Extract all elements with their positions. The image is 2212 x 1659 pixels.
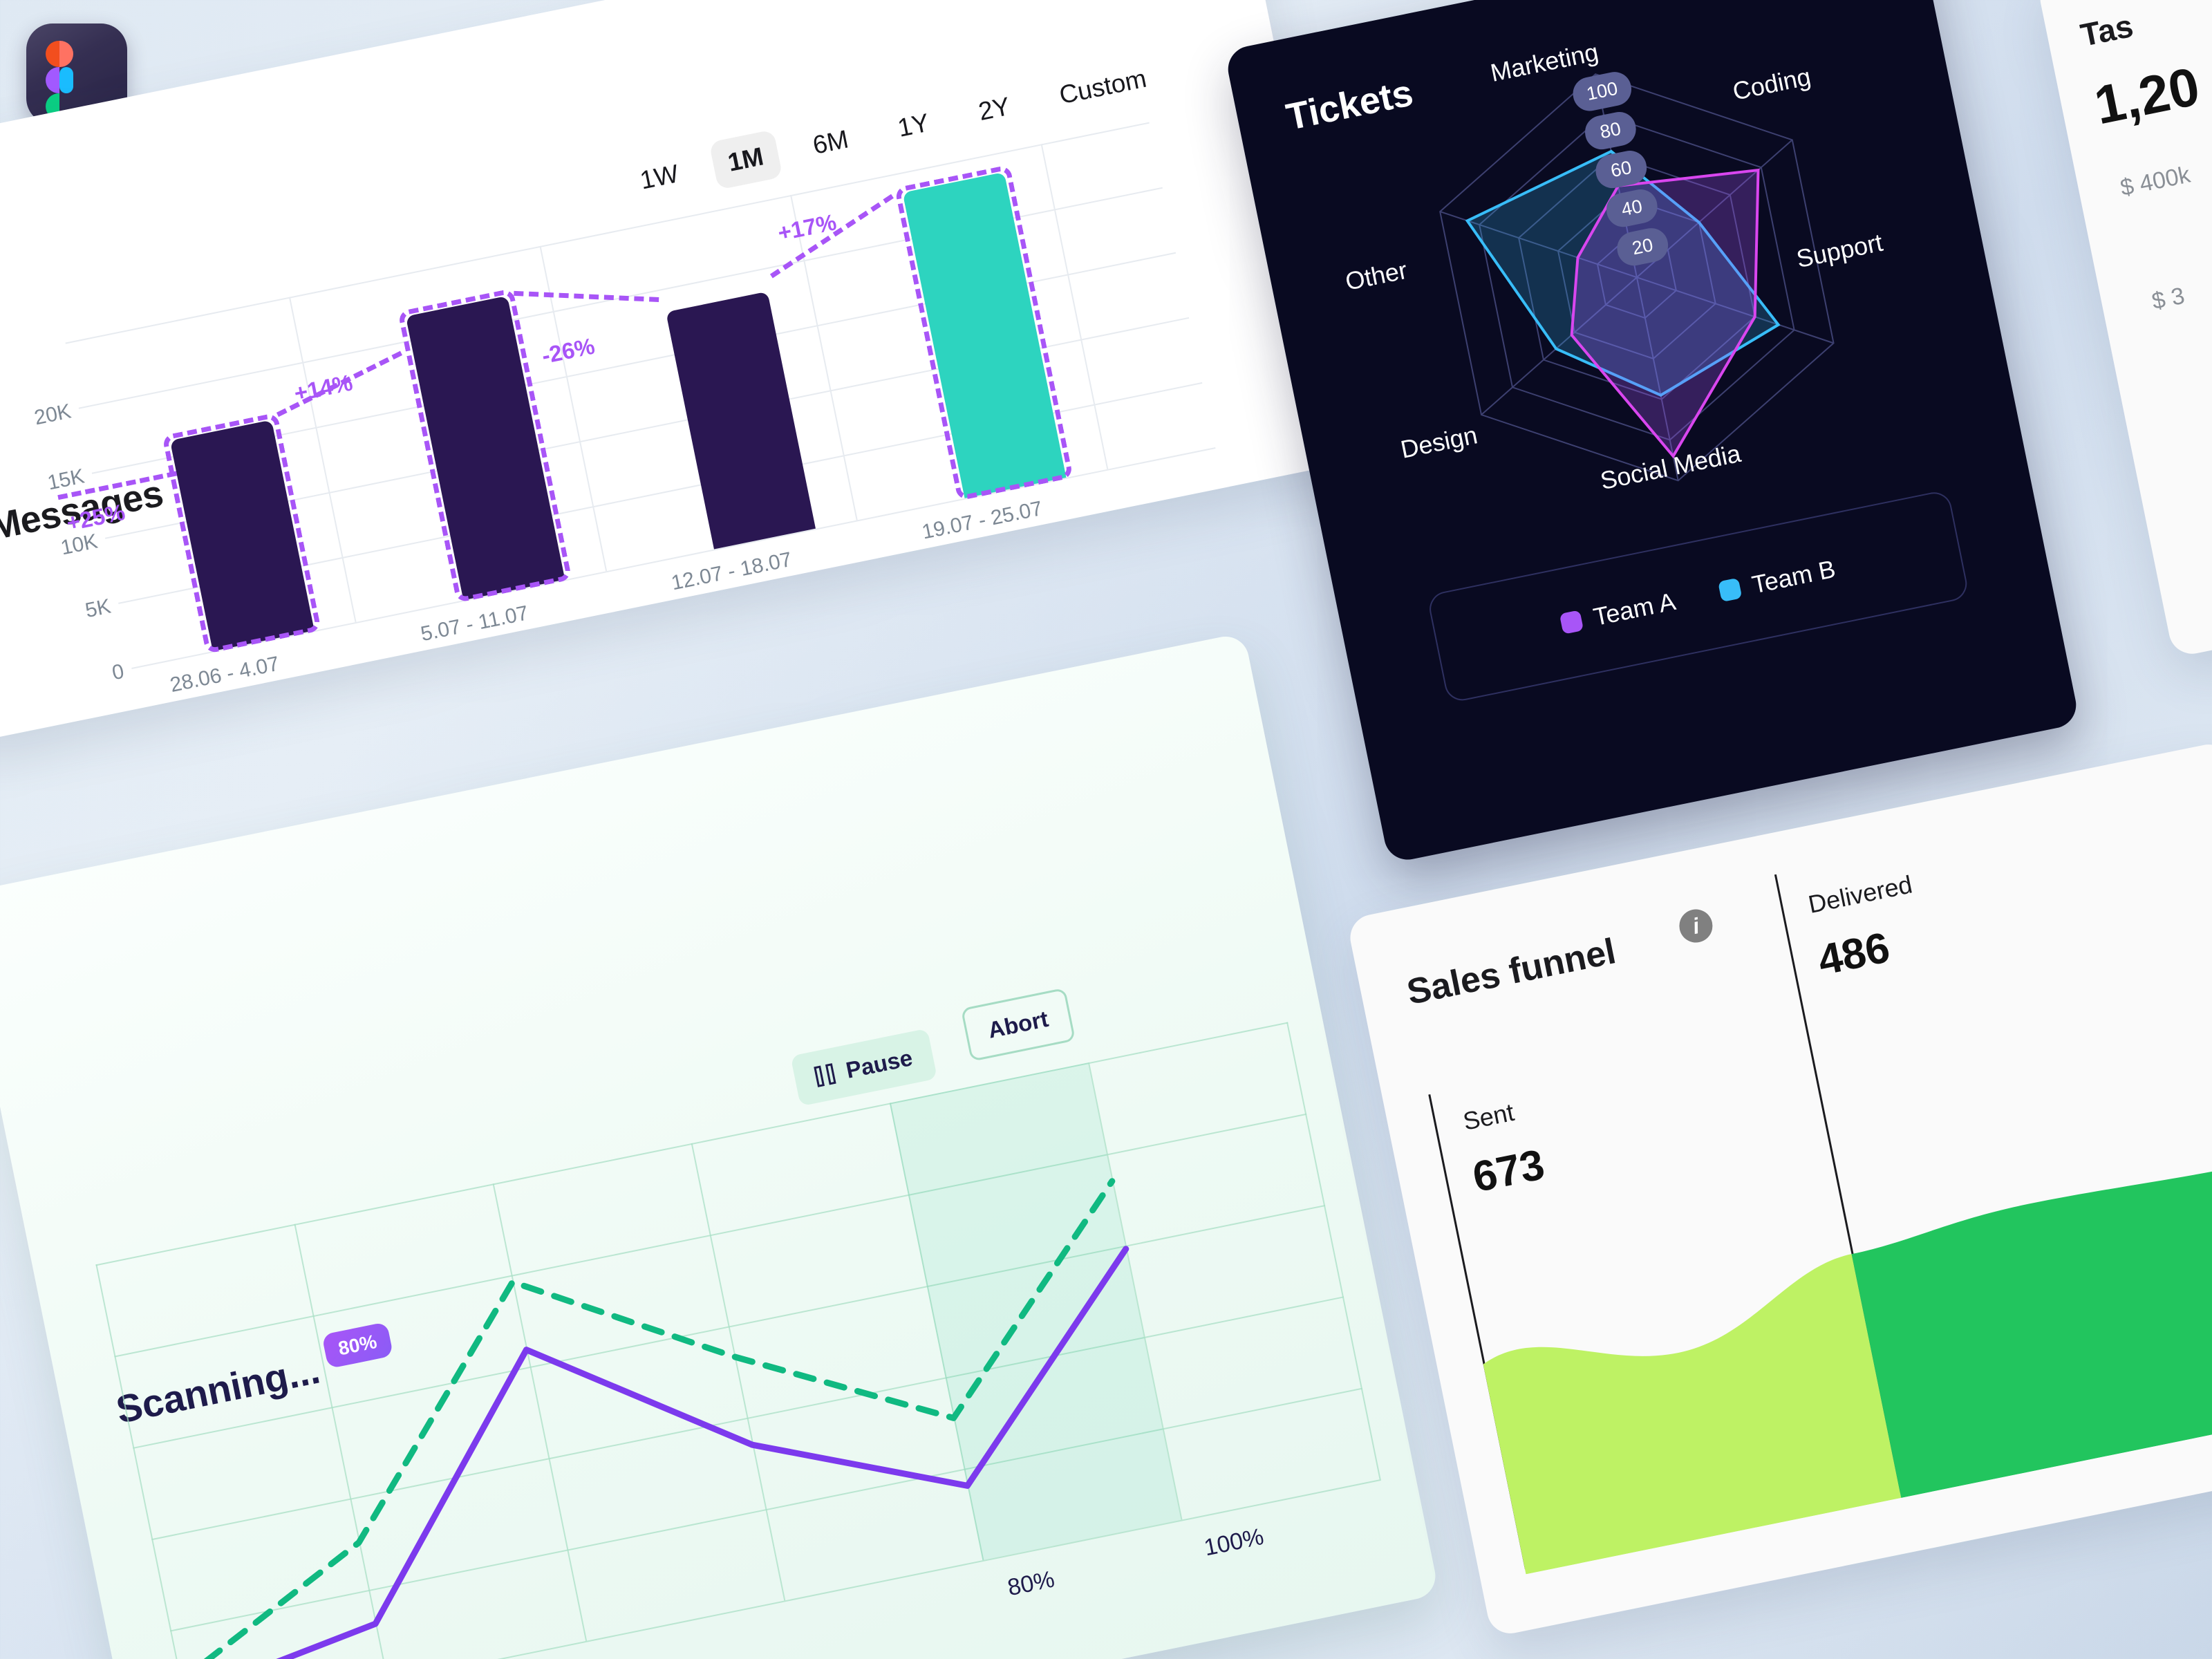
tickets-radar-card: Tickets <box>1224 0 2081 864</box>
scan-xtick-80: 80% <box>1005 1566 1057 1602</box>
funnel-area-sent <box>1483 1254 1902 1575</box>
legend-label-team-b: Team B <box>1749 554 1838 599</box>
funnel-value-delivered: 486 <box>1814 924 1894 985</box>
messages-chart-card: Messages 1W 1M 6M 1Y 2Y Custom 0 5K 1 <box>0 0 1360 744</box>
funnel-area-delivered <box>1851 1150 2212 1498</box>
tab-1m[interactable]: 1M <box>709 129 783 190</box>
figma-logo-shape-orange-left <box>46 41 59 67</box>
legend-item-team-a[interactable]: Team A <box>1559 587 1678 639</box>
tab-6m[interactable]: 6M <box>810 124 851 160</box>
sales-funnel-card: Sales funnel i Sent 673 Delivered 486 <box>1346 740 2212 1638</box>
highlight-box-week-2 <box>397 288 572 603</box>
tasks-card: Tas 1,20 $ 400k $ 3 <box>2036 0 2212 658</box>
tasks-tick-400k: $ 400k <box>2118 161 2193 202</box>
abort-button[interactable]: Abort <box>960 987 1076 1062</box>
tab-1y[interactable]: 1Y <box>895 108 932 142</box>
funnel-area-svg <box>1483 1150 2212 1575</box>
figma-logo-shape-blue <box>59 67 73 93</box>
figma-logo-shape-coral-right <box>59 41 73 67</box>
legend-label-team-a: Team A <box>1591 586 1678 632</box>
ytick-20k: 20K <box>32 400 73 430</box>
highlight-box-week-4 <box>894 165 1074 501</box>
pause-button-label: Pause <box>843 1044 915 1083</box>
sales-funnel-title: Sales funnel <box>1403 931 1620 1013</box>
ytick-5k: 5K <box>83 594 113 623</box>
funnel-label-delivered: Delivered <box>1806 870 1915 919</box>
funnel-value-sent: 673 <box>1468 1141 1548 1202</box>
annotation-pct-3: -26% <box>539 332 597 369</box>
tasks-tick-300k: $ 3 <box>2149 282 2187 315</box>
scanning-chart-card: Scanning... 80% Pause Abort 80% 100% <box>0 632 1440 1659</box>
pause-icon <box>814 1063 836 1087</box>
ytick-0: 0 <box>110 659 126 685</box>
highlight-box-week-1 <box>162 412 321 655</box>
figma-logo-shape-purple <box>46 67 59 93</box>
tab-1w[interactable]: 1W <box>637 159 682 195</box>
scan-line-target <box>177 1178 1116 1659</box>
scan-xtick-100: 100% <box>1201 1523 1266 1562</box>
tasks-card-value: 1,20 <box>2089 55 2204 136</box>
xtick-week-1: 28.06 - 4.07 <box>168 652 281 697</box>
radar-chart: Marketing Coding Support Social Media De… <box>1306 0 1964 578</box>
scan-line-actual <box>180 1246 1130 1659</box>
tasks-card-title: Tas <box>2077 7 2137 53</box>
trend-segment-2 <box>514 290 659 302</box>
annotation-pct-2: +14% <box>292 369 355 406</box>
xtick-week-2: 5.07 - 11.07 <box>418 601 531 646</box>
radar-svg <box>1439 73 1835 482</box>
scanning-line-svg <box>177 1178 1130 1659</box>
info-icon[interactable]: i <box>1676 906 1716 946</box>
legend-swatch-team-b <box>1718 577 1743 603</box>
legend-item-team-b[interactable]: Team B <box>1717 554 1838 606</box>
funnel-label-sent: Sent <box>1461 1097 1517 1136</box>
tab-2y[interactable]: 2Y <box>976 91 1013 126</box>
pause-button[interactable]: Pause <box>790 1028 938 1107</box>
legend-swatch-team-a <box>1559 610 1584 635</box>
tab-custom[interactable]: Custom <box>1056 64 1149 110</box>
